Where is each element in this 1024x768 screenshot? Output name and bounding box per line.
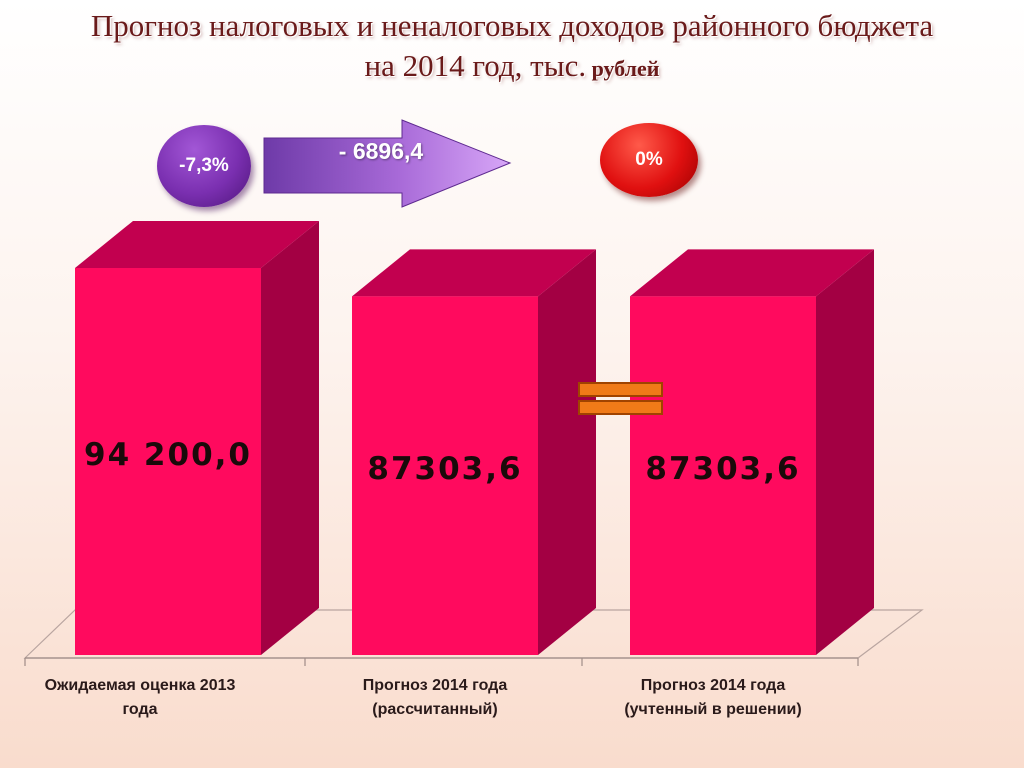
category-labels-group: Ожидаемая оценка 2013 года Прогноз 2014 го… <box>45 677 802 718</box>
percent-change-value: -7,3% <box>179 155 229 176</box>
bar-value-label-3: 87303,6 <box>645 451 800 487</box>
bar-side-2 <box>538 249 596 655</box>
value-labels-group: 94 200,0 87303,6 87303,6 <box>84 437 800 487</box>
chart-title: Прогноз налоговых и неналоговых доходов … <box>0 6 1024 89</box>
zero-percent-value: 0% <box>635 149 663 170</box>
bar-front-3 <box>630 296 816 655</box>
zero-percent-badge: 0% <box>600 123 698 197</box>
category-label-1-line-2: года <box>122 701 157 718</box>
change-amount-label: - 6896,4 <box>338 138 424 164</box>
category-label-3-line-2: (учтенный в решении) <box>624 701 801 718</box>
change-arrow <box>263 119 512 208</box>
category-label-1-line-1: Ожидаемая оценка 2013 <box>45 677 236 694</box>
bar-value-label-1: 94 200,0 <box>84 437 252 473</box>
bar-front-1 <box>75 268 261 655</box>
equal-sign <box>578 382 663 415</box>
bar-top-3 <box>630 249 874 297</box>
chart-floor <box>23 609 924 666</box>
bar-top-2 <box>352 249 596 297</box>
title-line-2: на 2014 год, тыс. <box>364 48 587 83</box>
bar-value-label-2: 87303,6 <box>367 451 522 487</box>
bar-3 <box>630 249 874 655</box>
bar-1 <box>75 221 319 655</box>
category-label-3-line-1: Прогноз 2014 года <box>641 677 786 694</box>
category-label-2-line-2: (рассчитанный) <box>372 701 497 718</box>
bar-front-2 <box>352 296 538 655</box>
bars-group <box>75 221 874 655</box>
bar-side-1 <box>261 221 319 655</box>
bar-top-1 <box>75 221 319 268</box>
bar-side-3 <box>816 249 874 655</box>
category-label-2-line-1: Прогноз 2014 года <box>363 677 508 694</box>
bar-2 <box>352 249 596 655</box>
percent-change-badge: -7,3% <box>157 125 251 207</box>
title-line-1: Прогноз налоговых и неналоговых доходов … <box>90 8 934 43</box>
title-unit: рублей <box>586 56 660 81</box>
